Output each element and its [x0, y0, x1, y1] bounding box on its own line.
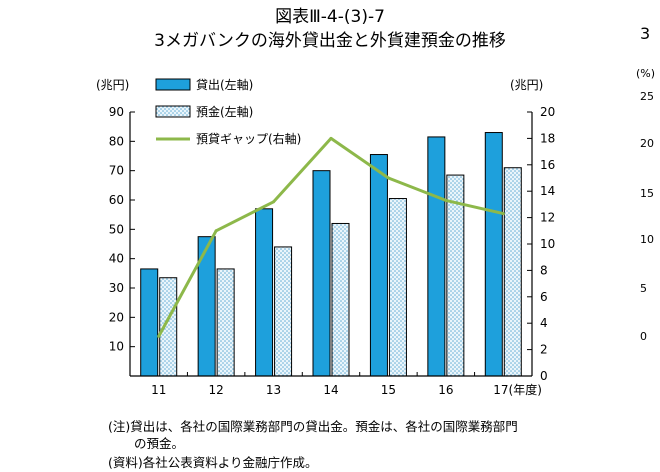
- loan-bar: [255, 208, 274, 377]
- y-right-tick-label: 16: [540, 158, 555, 172]
- x-tick-label: 17(年度): [493, 382, 542, 397]
- loan-bar: [427, 136, 446, 377]
- deposit-bar: [216, 268, 235, 377]
- y-left-tick-label: 70: [109, 164, 124, 178]
- gap-point: [157, 334, 161, 338]
- x-tick-label: 11: [151, 383, 166, 397]
- gap-point: [501, 212, 505, 216]
- loan-bar: [312, 170, 331, 377]
- adjacent-chart-tick: 15: [640, 187, 654, 200]
- x-tick-label: 14: [323, 383, 338, 397]
- gap-point: [444, 198, 448, 202]
- loan-bar: [484, 132, 503, 377]
- x-tick-label: 15: [381, 383, 396, 397]
- loan-bar: [140, 268, 159, 377]
- y-right-tick-label: 8: [540, 263, 548, 277]
- x-tick-label: 16: [438, 383, 453, 397]
- deposit-bar: [503, 167, 522, 377]
- y-right-tick-label: 20: [540, 105, 555, 119]
- y-left-tick-label: 50: [109, 222, 124, 236]
- y-left-tick-label: 20: [109, 310, 124, 324]
- y-left-tick-label: 80: [109, 134, 124, 148]
- adjacent-chart-tick: 5: [640, 282, 647, 295]
- adjacent-chart-tick: 10: [640, 233, 654, 246]
- y-right-tick-label: 0: [540, 369, 548, 383]
- x-tick-label: 13: [266, 383, 281, 397]
- deposit-bar: [331, 222, 350, 377]
- deposit-bar: [388, 198, 407, 377]
- legend-deposit-swatch: [155, 105, 191, 118]
- chart-title-line2: 3メガバンクの海外貸出金と外貨建預金の推移: [154, 31, 506, 51]
- gap-point: [386, 176, 390, 180]
- adjacent-title-fragment: 3: [640, 24, 651, 43]
- y-right-tick-label: 18: [540, 131, 555, 145]
- y-left-tick-label: 40: [109, 252, 124, 266]
- adjacent-chart-tick: 20: [640, 137, 654, 150]
- legend-loan-swatch: [155, 78, 191, 91]
- y-left-tick-label: 10: [109, 340, 124, 354]
- legend-deposit-label: 預金(左軸): [196, 104, 253, 119]
- adjacent-chart-tick: 25: [640, 90, 654, 103]
- y-right-tick-label: 2: [540, 343, 548, 357]
- x-tick-label: 12: [209, 383, 224, 397]
- note-line1: (注)貸出は、各社の国際業務部門の貸出金。預金は、各社の国際業務部門: [108, 419, 518, 434]
- adjacent-chart-tick: 0: [640, 330, 647, 343]
- gap-point: [214, 229, 218, 233]
- legend-gap-label: 預貸ギャップ(右軸): [196, 131, 301, 146]
- y-right-tick-label: 4: [540, 316, 548, 330]
- deposit-bar: [274, 246, 293, 377]
- y-left-tick-label: 30: [109, 281, 124, 295]
- y-right-tick-label: 14: [540, 184, 555, 198]
- y-left-tick-label: 60: [109, 193, 124, 207]
- loan-bar: [369, 154, 388, 377]
- legend-loan-label: 貸出(左軸): [196, 77, 253, 92]
- y-left-tick-label: 90: [109, 105, 124, 119]
- adjacent-unit: (%): [636, 67, 656, 80]
- chart-title-line1: 図表Ⅲ-4-(3)-7: [275, 7, 385, 27]
- y-right-tick-label: 12: [540, 211, 555, 225]
- note-line2: の預金。: [134, 436, 185, 451]
- source-note: (資料)各社公表資料より金融庁作成。: [108, 455, 318, 470]
- gap-point: [272, 200, 276, 204]
- gap-point: [329, 136, 333, 140]
- y-right-tick-label: 6: [540, 290, 548, 304]
- y-left-unit: (兆円): [96, 78, 129, 92]
- y-right-unit: (兆円): [510, 78, 543, 92]
- y-right-tick-label: 10: [540, 237, 555, 251]
